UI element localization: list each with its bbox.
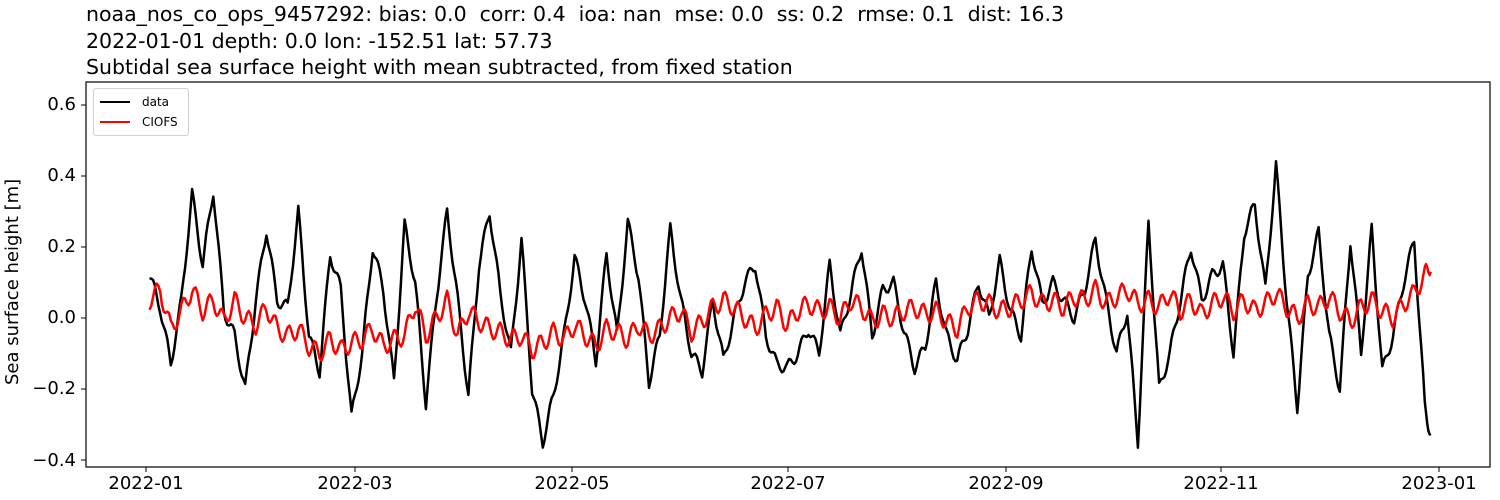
legend-swatch-data: [100, 100, 130, 104]
legend-label: data: [142, 95, 170, 109]
y-tick-label: 0.2: [47, 236, 76, 257]
axes-frame: [85, 81, 1491, 468]
x-tick-label: 2022-03: [317, 473, 393, 494]
legend-swatch-ciofs: [100, 120, 130, 124]
x-tick-label: 2022-11: [1183, 473, 1259, 494]
x-tick-label: 2022-05: [534, 473, 610, 494]
x-tick-label: 2022-09: [968, 473, 1044, 494]
legend-item-ciofs: CIOFS: [100, 114, 178, 130]
y-tick-label: 0.0: [47, 307, 76, 328]
x-tick-label: 2023-01: [1401, 473, 1477, 494]
chart-title-line-3: Subtidal sea surface height with mean su…: [86, 55, 793, 79]
legend: data CIOFS: [93, 88, 189, 136]
chart-title-line-2: 2022-01-01 depth: 0.0 lon: -152.51 lat: …: [86, 29, 553, 53]
legend-label: CIOFS: [142, 115, 178, 129]
x-tick-label: 2022-01: [108, 473, 184, 494]
ciofs-series-line: [148, 262, 1432, 362]
chart-title-line-1: noaa_nos_co_ops_9457292: bias: 0.0 corr:…: [86, 2, 1065, 26]
legend-item-data: data: [100, 94, 169, 110]
data-series-line: [149, 160, 1432, 449]
y-tick-label: 0.4: [47, 165, 76, 186]
y-tick-label: −0.4: [32, 450, 76, 471]
y-tick-label: 0.6: [47, 94, 76, 115]
x-tick-label: 2022-07: [750, 473, 826, 494]
series-layer: [148, 160, 1432, 449]
axis-ticks: [81, 104, 1440, 472]
y-tick-label: −0.2: [32, 378, 76, 399]
